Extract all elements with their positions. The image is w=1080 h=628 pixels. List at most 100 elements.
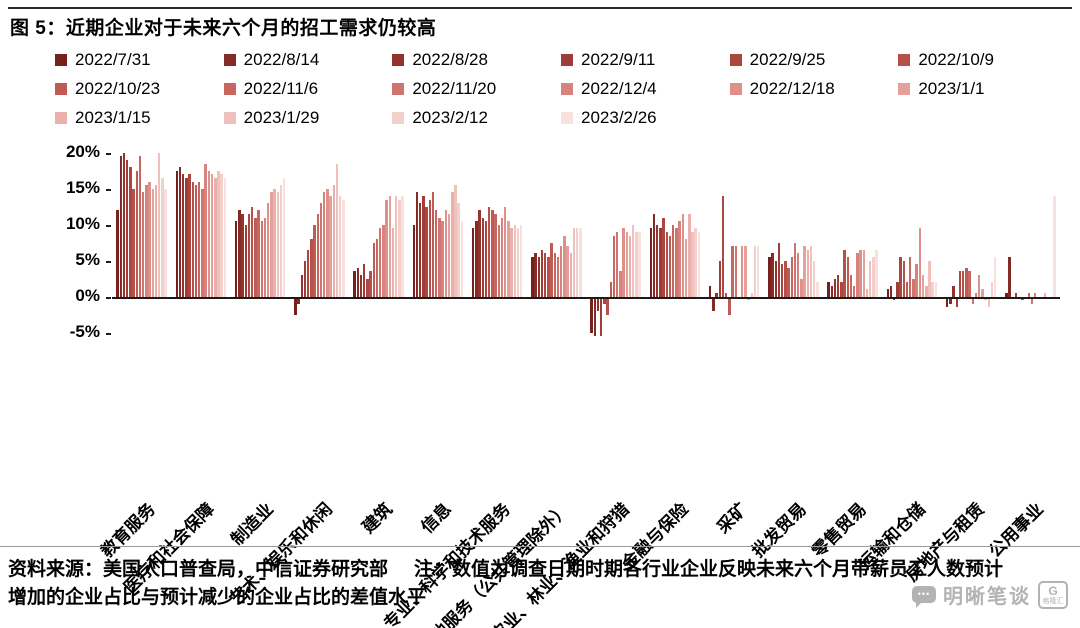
bar bbox=[238, 210, 241, 297]
bar-slot bbox=[478, 142, 481, 347]
bar bbox=[952, 285, 955, 297]
bar bbox=[491, 210, 494, 297]
legend-label: 2022/12/4 bbox=[581, 79, 657, 98]
legend-swatch-icon bbox=[223, 54, 236, 66]
bar-slot bbox=[572, 142, 576, 347]
bar-slot bbox=[830, 142, 834, 347]
y-tick-mark bbox=[106, 296, 111, 299]
bar-slot bbox=[1040, 142, 1042, 347]
bar bbox=[816, 282, 819, 297]
bar bbox=[372, 242, 376, 297]
bar bbox=[635, 231, 638, 297]
bar-slot bbox=[596, 142, 600, 347]
bar bbox=[731, 246, 734, 297]
bar bbox=[796, 253, 800, 297]
bar bbox=[313, 224, 316, 297]
bar bbox=[198, 181, 201, 297]
legend-swatch-icon bbox=[223, 83, 236, 95]
bar-slot bbox=[715, 142, 718, 347]
legend-swatch-icon bbox=[55, 54, 67, 66]
bar bbox=[925, 285, 928, 297]
bar bbox=[912, 278, 915, 297]
bar bbox=[516, 228, 520, 297]
legend-item: 2023/2/12 bbox=[392, 108, 561, 128]
bar bbox=[257, 210, 260, 297]
bar-slot bbox=[359, 142, 363, 347]
bar-slot bbox=[665, 142, 669, 347]
bar-slot bbox=[638, 142, 641, 347]
legend-label: 2022/8/28 bbox=[412, 50, 488, 69]
bar bbox=[194, 185, 198, 297]
bar-slot bbox=[833, 142, 837, 347]
bar-slot bbox=[635, 142, 638, 347]
bar-slot bbox=[266, 142, 270, 347]
bar bbox=[793, 242, 797, 297]
bar-slot bbox=[250, 142, 254, 347]
bar-slot bbox=[234, 142, 238, 347]
bar-slot bbox=[223, 142, 227, 347]
x-axis-label: 公用事业 bbox=[985, 499, 1048, 562]
legend: 2022/7/31 2022/8/14 2022/8/28 2022/9/11 2022… bbox=[55, 50, 1067, 128]
watermark: ••• 明晰笔谈 G 格隆汇 bbox=[912, 580, 1068, 609]
bar bbox=[993, 257, 997, 297]
bar bbox=[697, 231, 701, 297]
bar-slot bbox=[606, 142, 609, 347]
bar-slot bbox=[356, 142, 360, 347]
bar-slot bbox=[918, 142, 922, 347]
y-tick-mark bbox=[106, 332, 111, 335]
bar bbox=[481, 217, 484, 297]
bar bbox=[279, 185, 283, 297]
bar bbox=[678, 221, 681, 297]
bar-slot bbox=[142, 142, 145, 347]
bar bbox=[1014, 293, 1018, 297]
watermark-text: 明晰笔谈 bbox=[943, 586, 1031, 608]
bar bbox=[869, 260, 872, 297]
legend-item: 2023/2/26 bbox=[561, 108, 730, 128]
legend-item: 2023/1/29 bbox=[223, 108, 393, 128]
bar-slot bbox=[771, 142, 774, 347]
bar-slot bbox=[375, 142, 379, 347]
bar-slot bbox=[1043, 142, 1046, 347]
bar-slot bbox=[672, 142, 675, 347]
bar-slot bbox=[688, 142, 691, 347]
legend-label: 2022/10/9 bbox=[918, 50, 994, 69]
bar bbox=[958, 271, 962, 297]
bar-slot bbox=[1030, 142, 1034, 347]
bar-group bbox=[942, 142, 1001, 347]
bar-slot bbox=[1033, 142, 1037, 347]
x-axis-label: 信息 bbox=[417, 499, 455, 538]
bar-slot bbox=[263, 142, 267, 347]
bar bbox=[363, 264, 366, 297]
bar-slot bbox=[550, 142, 553, 347]
bar bbox=[740, 246, 744, 297]
bar bbox=[800, 278, 803, 297]
bar-slot bbox=[300, 142, 303, 347]
bar bbox=[593, 296, 597, 337]
bar-slot bbox=[220, 142, 223, 347]
bar-slot bbox=[335, 142, 339, 347]
bar-slot bbox=[579, 142, 582, 347]
bar bbox=[260, 221, 263, 297]
gelonghui-logo-icon: G 格隆汇 bbox=[1038, 580, 1068, 609]
bar-slot bbox=[475, 142, 478, 347]
bar bbox=[787, 267, 790, 297]
bar bbox=[734, 246, 737, 297]
bar-slot bbox=[247, 142, 251, 347]
legend-swatch-icon bbox=[392, 54, 405, 66]
bar-slot bbox=[294, 142, 297, 347]
bar bbox=[447, 213, 451, 297]
bar bbox=[909, 257, 912, 297]
bar bbox=[537, 257, 540, 297]
bar-slot bbox=[188, 142, 191, 347]
bar-slot bbox=[238, 142, 241, 347]
bar bbox=[550, 242, 553, 297]
bar bbox=[158, 152, 161, 297]
x-axis-label: 制造业 bbox=[227, 499, 278, 550]
bar-slot bbox=[668, 142, 672, 347]
y-tick-label: 5% bbox=[75, 249, 100, 269]
bar bbox=[451, 192, 454, 297]
bar-slot bbox=[691, 142, 694, 347]
bar bbox=[294, 296, 297, 315]
bar-slot bbox=[1050, 142, 1052, 347]
bar bbox=[388, 195, 392, 297]
